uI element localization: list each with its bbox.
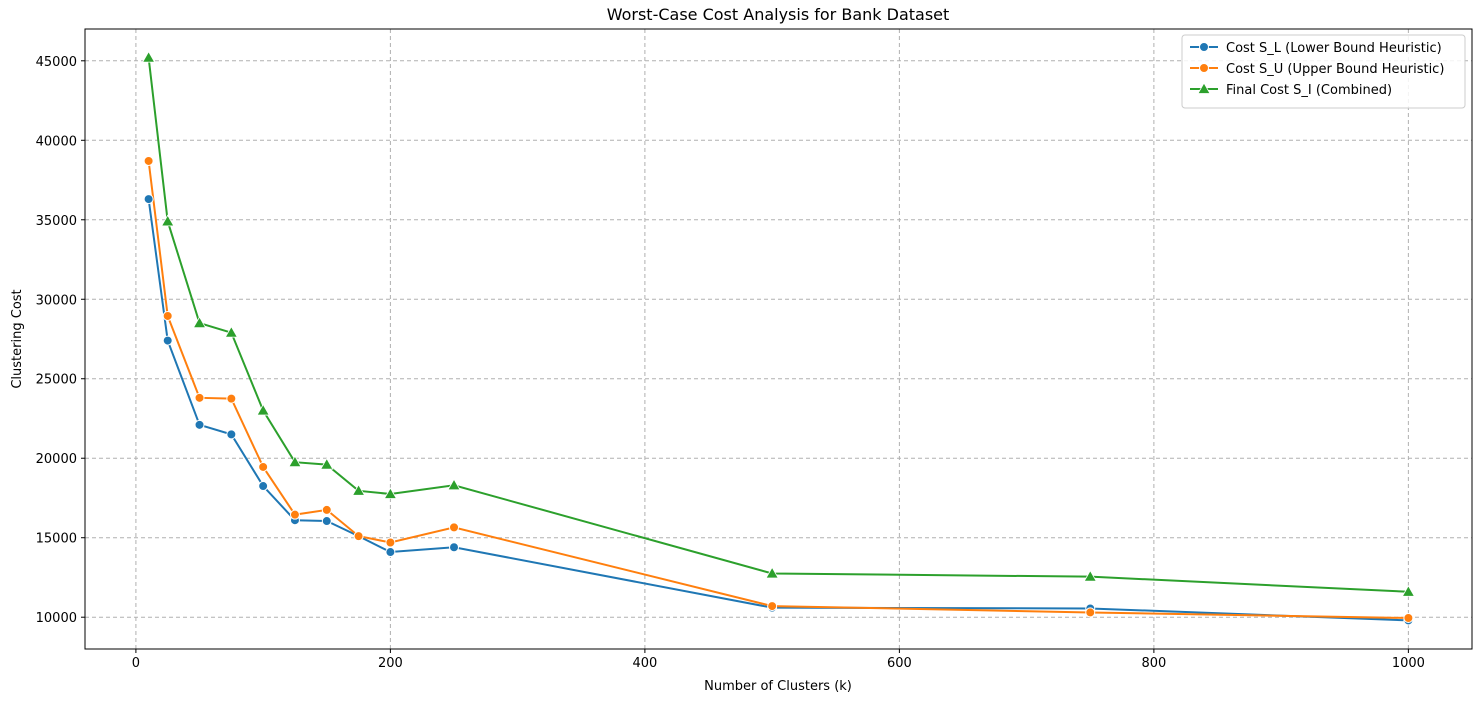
legend-swatch-marker — [1199, 63, 1209, 73]
legend-swatch-marker — [1197, 82, 1211, 94]
x-tick-label: 600 — [887, 656, 912, 671]
x-tick-label: 200 — [378, 656, 403, 671]
data-point-series-3 — [447, 478, 461, 491]
data-point-series-2 — [353, 531, 364, 542]
data-point-series-2 — [1085, 607, 1096, 618]
data-point-series-1 — [143, 194, 154, 205]
series-markers — [141, 50, 1416, 626]
legend: Cost S_L (Lower Bound Heuristic) Cost S_U… — [1181, 34, 1466, 109]
x-tick-label: 800 — [1141, 656, 1166, 671]
data-point-series-2 — [289, 509, 300, 520]
data-point-series-3 — [765, 566, 779, 579]
data-point-series-2 — [143, 155, 154, 166]
x-axis-label: Number of Clusters (k) — [704, 679, 852, 694]
data-point-series-2 — [258, 461, 269, 472]
y-tick-label: 15000 — [36, 532, 77, 547]
legend-label: Cost S_U (Upper Bound Heuristic) — [1226, 62, 1444, 77]
y-tick-label: 45000 — [36, 55, 77, 70]
series-line-1 — [147, 198, 1409, 622]
data-point-series-3 — [320, 457, 334, 470]
legend-label: Cost S_L (Lower Bound Heuristic) — [1226, 41, 1442, 56]
y-tick-label: 35000 — [36, 214, 77, 229]
data-point-series-2 — [162, 310, 173, 321]
series-lines — [147, 57, 1409, 622]
y-tick-label: 25000 — [36, 373, 77, 388]
y-tick-label: 40000 — [36, 134, 77, 149]
y-axis-label: Clustering Cost — [10, 289, 25, 388]
data-point-series-2 — [321, 504, 332, 515]
data-point-series-2 — [767, 601, 778, 612]
data-point-series-3 — [383, 487, 398, 499]
legend-box — [1181, 34, 1466, 109]
data-point-series-1 — [162, 335, 173, 346]
data-point-series-3 — [224, 325, 239, 338]
grid-lines — [85, 29, 1472, 649]
data-point-series-2 — [385, 537, 396, 548]
y-tick-label: 10000 — [36, 611, 77, 626]
data-point-series-3 — [256, 403, 270, 416]
axis-ticks: 0 200 400 600 800 1000 10000 15000 20000 25000 300… — [36, 55, 1425, 671]
x-tick-label: 0 — [132, 656, 140, 671]
data-point-series-3 — [1401, 584, 1416, 597]
legend-swatch-marker — [1199, 42, 1209, 52]
data-point-series-2 — [194, 392, 205, 403]
x-tick-label: 1000 — [1392, 656, 1425, 671]
data-point-series-3 — [192, 316, 207, 329]
chart-title: Worst-Case Cost Analysis for Bank Datase… — [607, 5, 950, 24]
legend-label: Final Cost S_I (Combined) — [1226, 83, 1392, 98]
data-point-series-1 — [321, 516, 332, 527]
y-tick-label: 20000 — [36, 452, 77, 467]
series-line-2 — [147, 160, 1409, 619]
data-point-series-3 — [141, 50, 156, 63]
x-tick-label: 400 — [632, 656, 657, 671]
data-point-series-2 — [1403, 613, 1414, 623]
data-point-series-2 — [226, 393, 237, 404]
data-point-series-1 — [385, 547, 396, 558]
data-point-series-1 — [194, 419, 205, 430]
data-point-series-2 — [449, 522, 460, 533]
data-point-series-3 — [161, 214, 175, 227]
data-point-series-3 — [1083, 569, 1097, 582]
series-line-3 — [147, 57, 1409, 593]
plot-frame — [84, 28, 1473, 650]
y-tick-label: 30000 — [36, 293, 77, 308]
data-point-series-1 — [226, 429, 237, 440]
data-point-series-1 — [449, 542, 460, 553]
data-point-series-1 — [258, 481, 269, 492]
data-point-series-3 — [351, 484, 366, 496]
data-point-series-3 — [288, 455, 302, 468]
